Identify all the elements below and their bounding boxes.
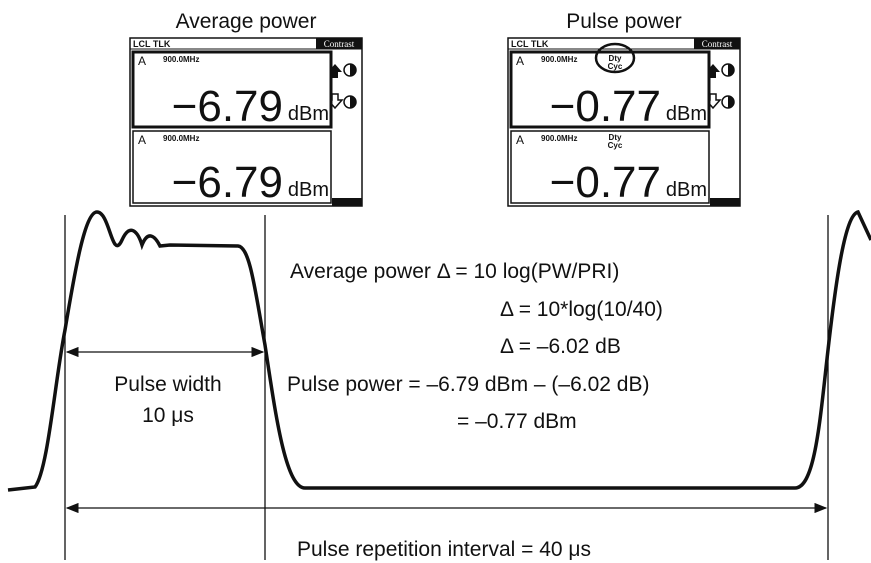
- channel: A: [516, 133, 524, 147]
- reading: −0.77: [550, 82, 661, 131]
- status: LCL TLK: [133, 39, 171, 49]
- contrast-icon: [728, 96, 734, 108]
- pri-label: Pulse repetition interval = 40 μs: [297, 538, 591, 561]
- channel: A: [516, 54, 524, 68]
- unit: dBm: [288, 179, 329, 201]
- channel: A: [138, 54, 146, 68]
- formula: Average power Δ = 10 log(PW/PRI): [290, 260, 619, 283]
- unit: dBm: [288, 103, 329, 125]
- pulse-width-label: Pulse width: [114, 373, 221, 396]
- formula: Δ = 10*log(10/40): [500, 298, 663, 321]
- highlight-circle: [594, 42, 636, 74]
- contrast-button: Contrast: [702, 39, 733, 49]
- reading: −0.77: [550, 158, 661, 207]
- frequency: 900.0MHz: [541, 134, 577, 143]
- reading: −6.79: [172, 82, 283, 131]
- contrast-icon: [350, 96, 356, 108]
- status: LCL TLK: [511, 39, 549, 49]
- frequency: 900.0MHz: [163, 134, 199, 143]
- arrow-up-icon: [328, 64, 342, 78]
- screen-title: Average power: [176, 10, 317, 33]
- channel: A: [138, 133, 146, 147]
- contrast-bg: [694, 38, 740, 49]
- meter-window: [510, 130, 710, 204]
- pulse-width-value: 10 μs: [142, 404, 194, 427]
- duty-cycle: Cyc: [608, 141, 623, 150]
- unit: dBm: [666, 179, 707, 201]
- contrast-button: Contrast: [324, 39, 355, 49]
- unit: dBm: [666, 103, 707, 125]
- frequency: 900.0MHz: [541, 55, 577, 64]
- arrow-up-icon: [706, 64, 720, 78]
- corner-block: [710, 198, 740, 206]
- formula: Pulse power = –6.79 dBm – (–6.02 dB): [287, 373, 649, 396]
- pulse-waveform: [7, 209, 871, 492]
- meter-window: [509, 50, 711, 129]
- contrast-bg: [316, 38, 362, 49]
- duty-cycle: Dty: [609, 133, 622, 142]
- frequency: 900.0MHz: [163, 55, 199, 64]
- duty-cycle: Cyc: [608, 62, 623, 71]
- formula: Δ = –6.02 dB: [500, 335, 621, 358]
- contrast-icon: [350, 64, 356, 76]
- screen-title: Pulse power: [566, 10, 682, 33]
- formula: = –0.77 dBm: [457, 410, 577, 433]
- duty-cycle: Dty: [609, 54, 622, 63]
- corner-block: [332, 198, 362, 206]
- contrast-icon: [728, 64, 734, 76]
- reading: −6.79: [172, 158, 283, 207]
- guides: [64, 215, 829, 560]
- meter-window: [131, 50, 333, 129]
- meter-window: [132, 130, 332, 204]
